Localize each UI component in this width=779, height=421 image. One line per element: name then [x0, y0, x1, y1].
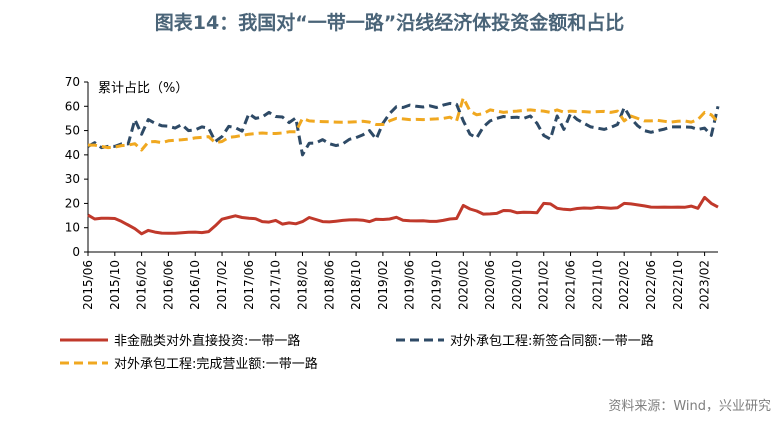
y-tick-label: 40: [65, 148, 80, 162]
y-axis-label: 累计占比（%）: [98, 81, 188, 96]
x-tick-label: 2018/02: [295, 260, 309, 310]
x-tick-label: 2018/10: [349, 260, 363, 310]
y-tick-label: 50: [65, 124, 80, 138]
x-tick-label: 2015/06: [81, 260, 95, 310]
y-tick-label: 30: [65, 172, 80, 186]
x-tick-label: 2017/10: [269, 260, 283, 310]
series-line-2: [87, 101, 720, 157]
legend-label-1: 非金融类对外直接投资:一带一路: [114, 333, 300, 349]
x-tick-label: 2022/10: [671, 260, 685, 310]
x-tick-label: 2019/06: [403, 260, 417, 310]
x-tick-label: 2021/10: [590, 260, 604, 310]
x-tick-label: 2020/06: [483, 260, 497, 310]
x-tick-label: 2023/02: [698, 260, 712, 310]
x-tick-label: 2018/06: [322, 260, 336, 310]
series-line-3: [88, 96, 720, 152]
x-tick-label: 2020/10: [510, 260, 524, 310]
y-tick-label: 70: [65, 75, 80, 89]
legend-label-2: 对外承包工程:新签合同额:一带一路: [450, 333, 654, 349]
y-tick-label: 20: [65, 196, 80, 210]
x-tick-label: 2022/06: [644, 260, 658, 310]
x-tick-label: 2020/02: [456, 260, 470, 310]
series-group: [87, 96, 720, 236]
y-tick-label: 10: [65, 221, 80, 235]
axes: 0 10 20 30 40 50 60 70 2015/06 2015/10 2016/02 2016…: [65, 75, 718, 310]
y-tick-label: 0: [72, 245, 80, 259]
source-note: 资料来源：Wind，兴业研究: [608, 399, 771, 414]
x-tick-label: 2019/02: [376, 260, 390, 310]
x-tick-label: 2016/02: [135, 260, 149, 310]
x-tick-label: 2015/10: [108, 260, 122, 310]
y-tick-label: 60: [65, 99, 80, 113]
legend-label-3: 对外承包工程:完成营业额:一带一路: [114, 356, 318, 372]
legend: 非金融类对外直接投资:一带一路 对外承包工程:新签合同额:一带一路对外承包工程:完…: [60, 333, 654, 372]
x-tick-label: 2019/10: [430, 260, 444, 310]
x-tick-label: 2021/06: [564, 260, 578, 310]
x-tick-label: 2022/02: [617, 260, 631, 310]
x-tick-label: 2017/06: [242, 260, 256, 310]
x-tick-label: 2016/10: [188, 260, 202, 310]
series-line-1: [87, 195, 719, 236]
x-tick-label: 2021/02: [537, 260, 551, 310]
x-tick-label: 2017/02: [215, 260, 229, 310]
chart-title: 图表14：我国对“一带一路”沿线经济体投资金额和占比: [154, 12, 625, 34]
x-tick-label: 2016/06: [161, 260, 175, 310]
